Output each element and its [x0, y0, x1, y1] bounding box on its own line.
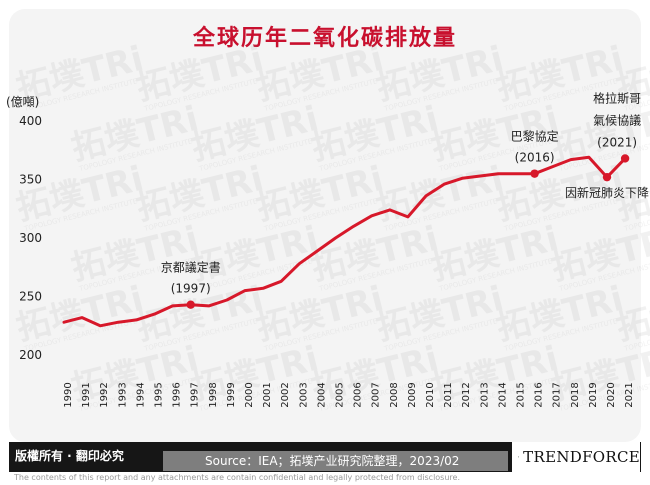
x-tick-label: 2021	[624, 382, 635, 407]
x-tick-label: 1990	[63, 382, 74, 407]
x-tick-label: 2008	[389, 382, 400, 407]
x-tick-label: 2010	[425, 382, 436, 407]
x-tick-label: 2005	[335, 382, 346, 407]
event-annotation-label: (2021)	[597, 135, 637, 149]
event-annotation-label: (1997)	[171, 282, 211, 296]
x-tick-label: 2009	[407, 382, 418, 407]
y-axis-unit-label: (億噸)	[6, 95, 39, 109]
event-marker-dot	[186, 300, 195, 309]
y-tick-label: 350	[19, 173, 42, 187]
event-annotation-label: 巴黎協定	[511, 129, 559, 144]
x-tick-label: 2004	[316, 382, 327, 407]
event-marker-dot	[602, 172, 612, 182]
disclaimer-text: The contents of this report and any atta…	[14, 473, 460, 482]
event-annotation-label: 格拉斯哥	[593, 90, 641, 105]
x-tick-label: 1992	[99, 382, 110, 407]
trendforce-logo: TRENDFORCE	[512, 442, 640, 472]
y-tick-label: 250	[19, 290, 42, 304]
event-annotation-label: (2016)	[515, 151, 555, 165]
x-tick-label: 2011	[443, 382, 454, 407]
copyright-notice: 版權所有 · 翻印必究	[15, 449, 124, 463]
x-tick-label: 2016	[534, 382, 545, 407]
event-annotation-label: 京都議定書	[161, 260, 221, 275]
x-tick-label: 2014	[497, 382, 508, 407]
x-tick-label: 2018	[570, 382, 581, 407]
x-tick-label: 2003	[298, 382, 309, 407]
x-tick-label: 1994	[135, 382, 146, 407]
x-tick-label: 1993	[117, 382, 128, 407]
x-tick-label: 2007	[371, 382, 382, 407]
x-tick-label: 2015	[516, 382, 527, 407]
chart-card	[9, 9, 641, 442]
page-title: 全球历年二氧化碳排放量	[192, 26, 457, 51]
trendforce-logo-icon	[518, 456, 520, 458]
y-axis: 200 250 300 350 400	[19, 114, 42, 362]
x-tick-label: 1997	[190, 382, 201, 407]
x-tick-label: 2002	[280, 382, 291, 407]
x-tick-label: 1995	[154, 382, 165, 407]
x-tick-label: 2020	[606, 382, 617, 407]
x-tick-label: 2000	[244, 382, 255, 407]
x-tick-label: 1996	[172, 382, 183, 407]
y-tick-label: 400	[19, 114, 42, 128]
x-tick-label: 2017	[552, 382, 563, 407]
x-tick-label: 1991	[81, 382, 92, 407]
x-tick-label: 2012	[461, 382, 472, 407]
x-tick-label: 1998	[208, 382, 219, 407]
event-annotation-label: 因新冠肺炎下降	[565, 185, 649, 200]
source-note: Source：IEA；拓墣产业研究院整理，2023/02	[163, 451, 508, 471]
x-tick-label: 2006	[353, 382, 364, 407]
event-annotation-label: 氣候協議	[593, 112, 641, 127]
event-marker-dot	[620, 154, 630, 163]
x-tick-label: 2013	[479, 382, 490, 407]
logo-wordmark: TRENDFORCE	[523, 448, 640, 466]
x-tick-label: 2001	[262, 382, 273, 407]
event-marker-dot	[530, 169, 539, 178]
x-axis: 1990 1991 1992 1993 1994 1995 1996 1997 1998 1999…	[63, 382, 635, 407]
y-tick-label: 300	[19, 231, 42, 245]
y-tick-label: 200	[19, 348, 42, 362]
x-tick-label: 1999	[226, 382, 237, 407]
x-tick-label: 2019	[588, 382, 599, 407]
